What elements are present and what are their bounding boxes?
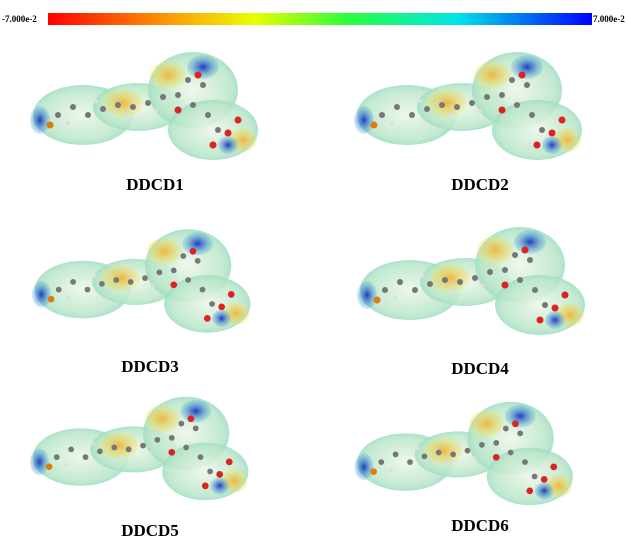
panel-label: DDCD4 <box>451 359 509 378</box>
molecule-image <box>30 397 249 501</box>
molecule-image <box>354 402 573 506</box>
panel-label: DDCD1 <box>126 175 184 194</box>
colorbar-min-label: -7.000e-2 <box>2 14 37 24</box>
colorbar <box>48 13 592 25</box>
figure: -7.000e-2 7.000e-2 DDCD1 DDCD2 DDCD3 DDC… <box>0 0 627 539</box>
panel-label: DDCD2 <box>451 175 509 194</box>
molecule-image <box>32 229 251 333</box>
panel-label: DDCD6 <box>451 516 509 535</box>
molecule-image <box>357 227 585 335</box>
colorbar-max-label: 7.000e-2 <box>593 14 625 24</box>
panel-label: DDCD5 <box>121 521 179 539</box>
panel-label: DDCD3 <box>121 357 179 376</box>
figure-canvas: -7.000e-2 7.000e-2 DDCD1 DDCD2 DDCD3 DDC… <box>0 0 627 539</box>
molecule-image <box>30 52 258 160</box>
molecule-image <box>354 52 582 160</box>
